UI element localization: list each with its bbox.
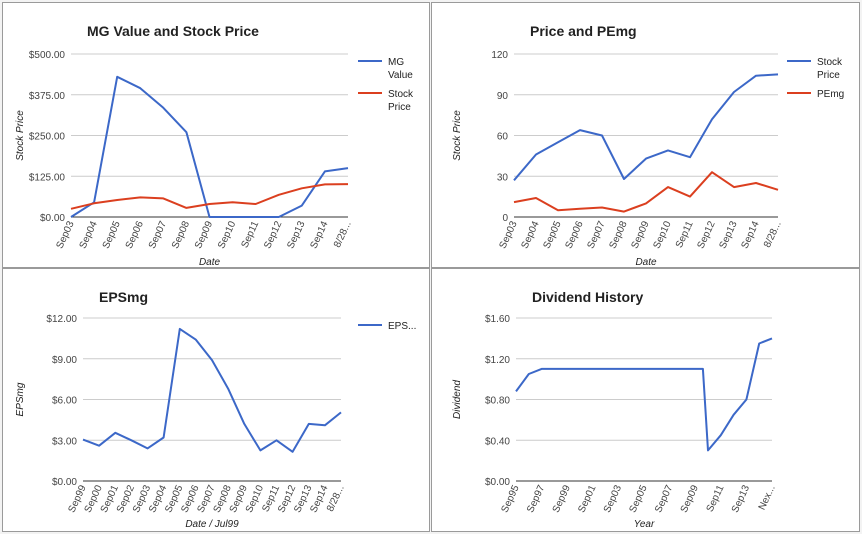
chart-title: Dividend History [532,289,643,305]
x-tick-label: Sep08 [608,219,630,250]
legend-label: Value [388,70,413,81]
x-tick-label: Sep10 [652,219,674,250]
y-tick-label: $250.00 [29,132,66,143]
x-tick-label: Sep07 [653,483,675,514]
x-axis-label: Year [634,519,655,530]
x-tick-label: Sep08 [170,219,192,250]
y-tick-label: $9.00 [52,355,77,366]
chart-svg-dividend: Dividend History $1.60 $1.20 $0.80 $0.40 $0.0… [452,289,778,530]
x-tick-label: 8/28... [762,220,784,250]
y-axis-label: Stock Price [15,110,26,161]
y-tick-label: $0.00 [40,213,65,224]
x-tick-label: Sep07 [586,219,608,250]
x-tick-label: Sep04 [78,219,100,250]
x-tick-label: Sep05 [628,483,650,514]
chart-title: MG Value and Stock Price [87,23,259,39]
series-line-0 [82,327,342,453]
x-tick-label: Sep09 [630,219,652,250]
x-tick-label: Nex... [757,484,778,512]
x-tick-label: Sep03 [602,483,624,514]
chart-panel-mg-value: MG Value and Stock Price $500.00 $375.00 $2… [2,2,430,268]
y-tick-label: $125.00 [29,172,66,183]
y-tick-label: 90 [497,91,509,102]
x-tick-label: 8/28... [332,220,354,250]
legend-label: Price [388,102,411,113]
x-tick-label: Sep13 [730,483,752,514]
y-tick-label: $375.00 [29,91,66,102]
x-tick-label: Sep11 [240,219,262,250]
series-line-0 [513,73,779,181]
x-tick-label: Sep06 [564,219,586,250]
y-axis-label: Dividend [452,380,463,419]
x-axis-label: Date / Jul99 [185,519,239,530]
x-tick-label: Sep14 [740,219,762,250]
x-tick-label: Sep05 [101,219,123,250]
y-tick-label: $500.00 [29,50,66,61]
x-tick-label: Sep11 [674,219,696,250]
y-tick-label: 0 [502,213,508,224]
series-line-1 [513,171,779,213]
x-tick-label: Sep99 [551,483,573,514]
legend-label: Stock [817,57,843,68]
chart-svg-mg-value: MG Value and Stock Price $500.00 $375.00 $2… [15,23,414,268]
legend-label: Stock [388,89,414,100]
x-tick-label: Sep11 [705,483,727,514]
y-tick-label: $1.20 [485,355,510,366]
legend-label: MG [388,57,404,68]
chart-panel-price-pemg: Price and PEmg 120 90 60 30 0 Sep03 Sep04 Sep05 S… [431,2,860,268]
x-tick-label: Sep13 [718,219,740,250]
legend-label: PEmg [817,89,844,100]
x-tick-label: Sep12 [262,219,284,250]
x-tick-label: Sep09 [679,483,701,514]
x-tick-label: Sep13 [285,219,307,250]
y-tick-label: 30 [497,172,509,183]
y-tick-label: $0.80 [485,396,510,407]
y-tick-label: $0.00 [52,477,77,488]
x-tick-label: Sep03 [498,219,520,250]
y-tick-label: $6.00 [52,396,77,407]
x-tick-label: Sep14 [308,219,330,250]
y-tick-label: $1.60 [485,314,510,325]
x-tick-label: Sep12 [696,219,718,250]
chart-panel-dividend: Dividend History $1.60 $1.20 $0.80 $0.40 $0.0… [431,268,860,532]
y-tick-label: 60 [497,132,509,143]
x-tick-label: Sep97 [525,483,547,514]
legend-label: EPS... [388,321,416,332]
x-tick-label: Sep07 [147,219,169,250]
x-axis-label: Date [635,257,657,268]
y-tick-label: $0.00 [485,477,510,488]
chart-title: EPSmg [99,289,148,305]
x-axis-label: Date [199,257,221,268]
legend-label: Price [817,70,840,81]
series-line-1 [70,183,349,210]
y-axis-label: Stock Price [452,110,463,161]
chart-panel-epsmg: EPSmg $12.00 $9.00 $6.00 $3.00 $0.00 Sep99 Sep0… [2,268,430,532]
y-tick-label: $3.00 [52,436,77,447]
y-tick-label: $0.40 [485,436,510,447]
chart-svg-epsmg: EPSmg$12.00$9.00$6.00$3.00$0.00Sep99Sep0… [15,289,416,530]
x-tick-label: Sep05 [542,219,564,250]
chart-title: Price and PEmg [530,23,637,39]
series-line-0 [70,75,349,218]
x-tick-label: Sep06 [124,219,146,250]
x-tick-label: Sep04 [520,219,542,250]
y-axis-label: EPSmg [15,382,26,416]
x-tick-label: Sep01 [576,483,598,514]
y-tick-label: $12.00 [46,314,77,325]
x-tick-label: Sep10 [216,219,238,250]
y-tick-label: 120 [491,50,508,61]
x-tick-label: Sep09 [193,219,215,250]
series-line-0 [515,337,773,452]
